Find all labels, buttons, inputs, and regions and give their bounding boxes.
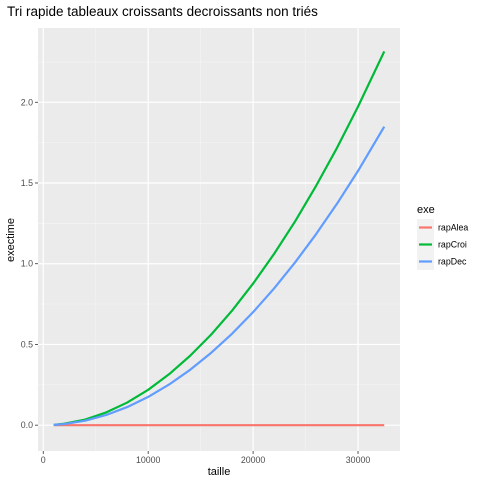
plot-panel — [38, 28, 400, 451]
x-tick-label: 0 — [41, 455, 46, 465]
x-tick-label: 10000 — [136, 455, 161, 465]
y-tick-label: 1.0 — [21, 259, 33, 269]
y-tick-label: 2.0 — [21, 97, 33, 107]
x-tick-label: 20000 — [241, 455, 266, 465]
legend: exe rapAlea rapCroi rapDec — [417, 204, 468, 270]
legend-label-rapDec: rapDec — [438, 257, 467, 267]
y-tick-label: 0.0 — [21, 420, 33, 430]
y-axis-title: exectime — [5, 218, 17, 262]
x-axis-title: taille — [208, 466, 231, 478]
series-line-rapCroi — [53, 50, 386, 426]
legend-label-rapCroi: rapCroi — [438, 240, 467, 250]
chart-title: Tri rapide tableaux croissants decroissa… — [7, 4, 318, 19]
series-lines — [53, 50, 386, 427]
series-line-rapDec — [53, 126, 386, 426]
legend-label-rapAlea: rapAlea — [438, 223, 468, 233]
legend-title: exe — [417, 204, 435, 216]
y-tick-label: 0.5 — [21, 339, 33, 349]
x-tick-label: 30000 — [346, 455, 371, 465]
y-tick-label: 1.5 — [21, 178, 33, 188]
axes: 0 10000 20000 30000 0.0 0.5 1.0 1.5 2.0 — [21, 97, 371, 465]
